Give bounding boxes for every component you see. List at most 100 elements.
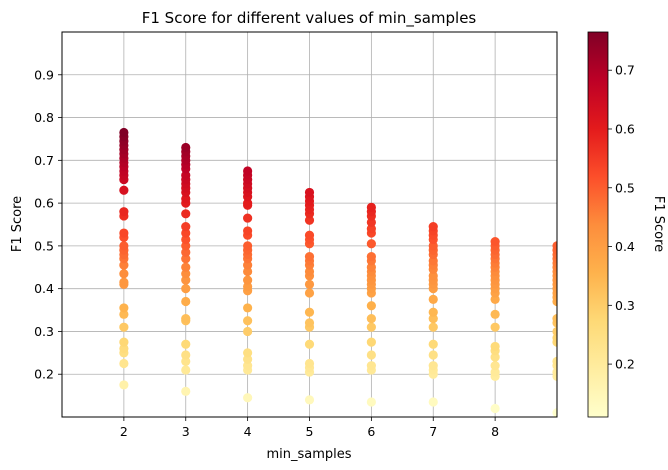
scatter-point — [181, 365, 191, 375]
scatter-point — [181, 296, 191, 307]
scatter-point — [119, 322, 129, 332]
scatter-point — [243, 213, 253, 223]
scatter-point — [119, 343, 129, 354]
colorbar-ticks: 0.2 0.3 0.4 0.5 0.6 0.7 — [608, 63, 635, 372]
scatter-point — [552, 408, 557, 417]
scatter-point — [490, 367, 500, 377]
y-tick-label: 0.6 — [34, 196, 54, 211]
scatter-point — [243, 198, 253, 208]
scatter-point — [490, 309, 500, 319]
scatter-point — [181, 241, 191, 251]
x-tick-label: 3 — [182, 424, 190, 439]
y-tick-label: 0.9 — [34, 67, 54, 82]
x-axis-ticks: 2 3 4 5 6 7 8 — [120, 417, 499, 439]
scatter-point — [181, 234, 191, 245]
scatter-point — [552, 326, 557, 337]
y-tick-label: 0.4 — [34, 281, 54, 296]
scatter-point — [181, 142, 191, 153]
scatter-point — [119, 269, 129, 279]
y-axis-label: F1 Score — [10, 196, 25, 252]
scatter-point — [366, 350, 376, 360]
scatter-point — [428, 397, 438, 407]
scatter-point — [181, 339, 191, 349]
scatter-point — [428, 222, 438, 232]
scatter-point — [366, 251, 376, 262]
scatter-point — [243, 275, 253, 285]
x-tick-label: 7 — [429, 424, 437, 439]
scatter-point — [243, 260, 253, 270]
scatter-point — [304, 251, 315, 262]
scatter-point — [304, 307, 315, 317]
scatter-point — [366, 202, 376, 212]
scatter-point — [119, 127, 129, 138]
x-tick-label: 5 — [306, 424, 314, 439]
scatter-point — [304, 187, 315, 198]
scatter-point — [119, 228, 129, 238]
scatter-point — [304, 215, 315, 225]
y-tick-label: 0.8 — [34, 110, 54, 125]
scatter-point — [490, 352, 500, 362]
x-tick-label: 2 — [120, 424, 128, 439]
colorbar-tick-label: 0.4 — [615, 239, 635, 254]
y-axis-ticks: 0.2 0.3 0.4 0.5 0.6 0.7 0.8 0.9 — [34, 67, 62, 382]
scatter-point — [428, 256, 438, 266]
scatter-point — [181, 170, 191, 180]
colorbar — [587, 31, 609, 418]
scatter-point — [181, 284, 191, 294]
scatter-point — [181, 254, 191, 264]
colorbar-tick-label: 0.5 — [615, 180, 635, 195]
scatter-point — [490, 294, 500, 304]
scatter-point — [428, 314, 438, 324]
scatter-point — [304, 339, 315, 349]
scatter-point — [366, 224, 376, 234]
scatter-point — [119, 337, 129, 347]
colorbar-tick-label: 0.7 — [615, 63, 635, 78]
scatter-point — [119, 207, 129, 217]
scatter-point — [428, 241, 438, 251]
scatter-point — [243, 226, 253, 236]
scatter-point — [490, 341, 500, 352]
scatter-point — [181, 262, 191, 272]
scatter-point — [304, 230, 315, 240]
scatter-point — [181, 209, 191, 219]
scatter-point — [181, 269, 191, 279]
scatter-point — [243, 316, 253, 326]
scatter-point — [181, 194, 191, 204]
colorbar-label: F1 Score — [651, 196, 666, 252]
scatter-point — [366, 217, 376, 227]
scatter-point — [119, 241, 129, 251]
scatter-point — [243, 393, 253, 403]
x-axis-label: min_samples — [266, 447, 351, 462]
scatter-point — [428, 271, 438, 281]
scatter-point — [181, 356, 191, 366]
scatter-point — [490, 237, 500, 247]
scatter-point — [181, 222, 191, 232]
scatter-point — [304, 395, 315, 405]
scatter-point — [119, 358, 129, 369]
scatter-point — [304, 279, 315, 289]
scatter-point — [243, 354, 253, 364]
scatter-point — [243, 361, 253, 371]
scatter-point — [428, 294, 438, 304]
scatter-point — [366, 262, 376, 272]
scatter-point — [366, 239, 376, 249]
scatter-point — [243, 266, 253, 277]
scatter-point — [181, 247, 191, 257]
scatter-point — [119, 380, 129, 390]
scatter-point — [490, 361, 500, 371]
scatter-point — [243, 281, 253, 292]
scatter-point — [428, 322, 438, 332]
x-tick-label: 6 — [367, 424, 375, 439]
scatter-point — [304, 358, 315, 369]
scatter-point — [243, 348, 253, 358]
scatter-point — [243, 166, 253, 176]
scatter-point — [181, 228, 191, 238]
chart-title: F1 Score for different values of min_sam… — [142, 9, 477, 28]
scatter-point — [428, 361, 438, 371]
scatter-point — [243, 241, 253, 251]
scatter-point — [181, 275, 191, 285]
y-tick-label: 0.2 — [34, 367, 54, 382]
scatter-point — [304, 266, 315, 277]
scatter-point — [428, 350, 438, 360]
